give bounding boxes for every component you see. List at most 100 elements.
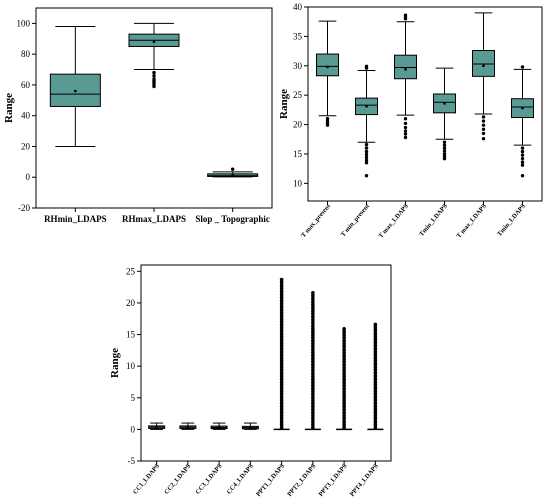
y-axis-title: Range [109, 348, 121, 378]
outlier-point [311, 407, 315, 412]
outlier-point [373, 371, 378, 375]
outlier-point [279, 365, 284, 369]
outlier-point [520, 146, 525, 150]
outlier-point [279, 292, 284, 297]
mean-marker [74, 89, 77, 93]
outlier-point [279, 326, 284, 330]
outlier-point [373, 401, 378, 406]
outlier-point [279, 398, 284, 403]
outlier-point [481, 131, 486, 136]
outlier-point [311, 299, 315, 304]
outlier-point [279, 425, 284, 430]
box-plot [511, 65, 534, 178]
outlier-point [311, 353, 315, 358]
outlier-point [373, 365, 378, 369]
outlier-point [311, 356, 315, 361]
outlier-point [311, 323, 315, 328]
mean-marker [443, 102, 446, 105]
outlier-point [311, 404, 315, 409]
outlier-point [279, 350, 284, 354]
outlier-point [373, 343, 378, 348]
y-tick-label: 40 [293, 2, 303, 12]
outlier-point [311, 311, 315, 316]
outlier-point [442, 154, 447, 159]
outlier-point [311, 338, 315, 343]
outlier-point [342, 333, 346, 337]
outlier-point [311, 344, 315, 349]
outlier-point [311, 335, 315, 340]
box-plot [241, 422, 259, 430]
outlier-point [311, 294, 315, 298]
outlier-point [373, 392, 378, 396]
outlier-point [403, 125, 408, 130]
outlier-point [373, 331, 378, 336]
outlier-point [373, 362, 378, 366]
outlier-point [364, 64, 369, 69]
outlier-point [342, 342, 346, 346]
boxes [316, 12, 534, 178]
outlier-point [342, 395, 346, 400]
outlier-point [342, 404, 346, 409]
y-tick-label: 60 [21, 80, 31, 90]
mean-marker [217, 426, 221, 429]
outlier-point [373, 340, 378, 345]
outlier-point [342, 347, 346, 352]
panel-rh-slope: Range -20 0 20 40 60 80 100 RHmin_LDAPS RHmax_L… [3, 7, 273, 224]
outlier-point [311, 368, 315, 373]
outlier-point [442, 146, 447, 150]
y-tick-label: 25 [293, 90, 303, 100]
y-tick-label: 0 [131, 424, 136, 434]
outlier-point [342, 327, 346, 331]
outlier-point [279, 413, 284, 418]
outlier-point [311, 383, 315, 388]
x-tick-label: T min_present [340, 202, 372, 238]
outlier-point [364, 152, 369, 157]
outlier-point [373, 386, 378, 390]
x-tick-label: RHmin_LDAPS [44, 214, 107, 224]
y-tick-label: 20 [126, 298, 136, 308]
outlier-point [364, 158, 369, 163]
outlier-point [373, 325, 378, 330]
y-tick-label: 35 [293, 31, 303, 41]
y-tick-label: -20 [18, 203, 30, 213]
outlier-point [403, 116, 408, 121]
x-tick-label: CC3_LDAPS [194, 462, 224, 495]
outlier-point [342, 356, 346, 361]
box-plot [367, 322, 384, 431]
outlier-point [279, 401, 284, 406]
outlier-point [364, 155, 369, 160]
outlier-point [279, 298, 284, 303]
box-plot [207, 167, 259, 178]
panel-cloud-precip: Range -5 0 5 10 15 20 25 CC1_LDAPS CC2_LDAPS CC3… [109, 264, 392, 498]
outlier-point [481, 123, 486, 127]
outlier-point [279, 416, 284, 421]
outlier-point [279, 389, 284, 394]
mean-marker [404, 68, 407, 71]
outlier-point [442, 143, 447, 147]
y-axis-title: Range [3, 93, 15, 123]
outlier-point [481, 119, 486, 123]
outlier-point [520, 149, 525, 154]
outlier-point [279, 359, 284, 363]
box-plot [433, 67, 456, 161]
x-tick-label: CC2_LDAPS [163, 462, 193, 495]
y-tick-label: 10 [126, 361, 136, 371]
outlier-point [279, 383, 284, 388]
outlier-point [311, 347, 315, 352]
x-tick-label: RHmax_LDAPS [122, 214, 186, 224]
outlier-point [279, 386, 284, 391]
mean-marker [521, 106, 524, 110]
outlier-point [311, 326, 315, 331]
outlier-point [152, 70, 156, 75]
plot-frame [140, 264, 392, 462]
outlier-point [152, 73, 156, 78]
outlier-point [279, 395, 284, 400]
outlier-point [481, 136, 486, 141]
y-tick-label: 20 [21, 141, 31, 151]
outlier-point [279, 277, 284, 282]
box-plot [273, 277, 290, 431]
y-tick-label: 5 [131, 393, 136, 403]
outlier-point [373, 346, 378, 351]
outlier-point [279, 347, 284, 351]
